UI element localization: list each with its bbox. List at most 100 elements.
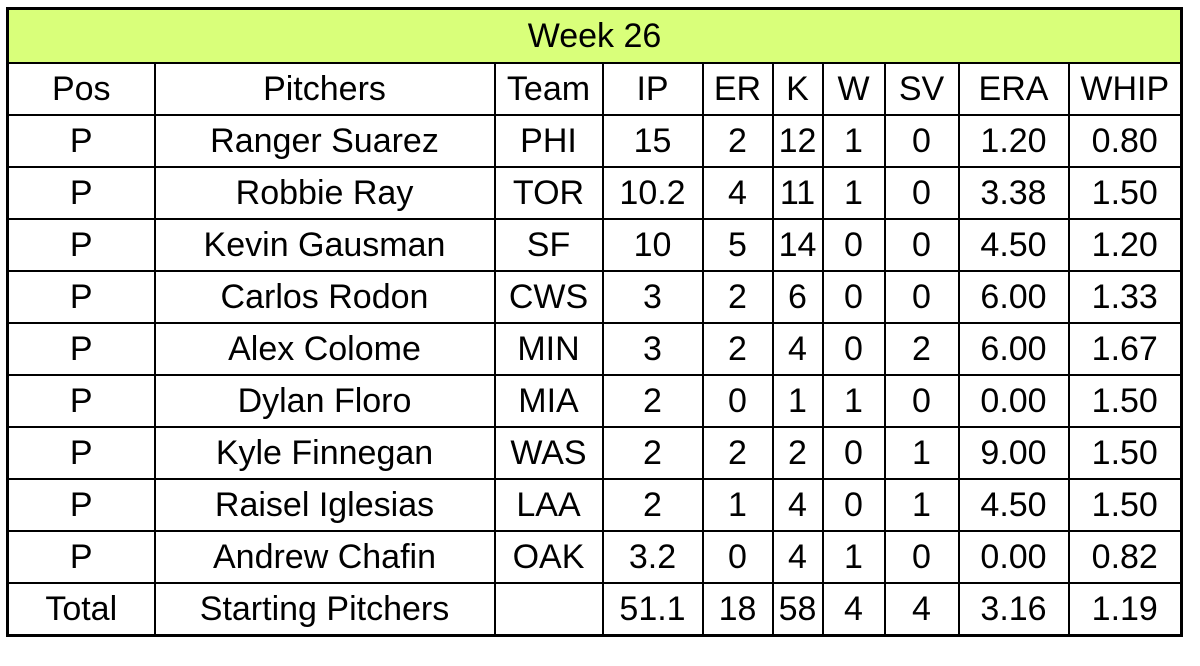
data-cell-pos: P <box>6 322 156 376</box>
data-cell-k: 4 <box>771 530 824 584</box>
data-cell-w: 0 <box>821 322 886 376</box>
data-cell-era: 4.50 <box>957 478 1070 532</box>
data-cell-k: 11 <box>771 166 824 220</box>
data-cell-w: 1 <box>821 166 886 220</box>
data-cell-team: TOR <box>493 166 604 220</box>
data-cell-er: 0 <box>701 530 774 584</box>
data-cell-sv: 0 <box>883 114 960 168</box>
data-cell-sv: 2 <box>883 322 960 376</box>
total-cell-ip: 51.1 <box>601 582 704 637</box>
data-cell-whip: 0.80 <box>1067 114 1183 168</box>
data-cell-whip: 1.50 <box>1067 426 1183 480</box>
data-cell-er: 2 <box>701 270 774 324</box>
data-cell-er: 4 <box>701 166 774 220</box>
data-cell-pos: P <box>6 426 156 480</box>
table-title: Week 26 <box>6 7 1183 64</box>
data-cell-era: 0.00 <box>957 374 1070 428</box>
table-row: P Raisel Iglesias LAA 2 1 4 0 1 4.50 1.50 <box>6 478 1183 532</box>
data-cell-whip: 0.82 <box>1067 530 1183 584</box>
data-cell-pos: P <box>6 530 156 584</box>
total-cell-whip: 1.19 <box>1067 582 1183 637</box>
header-cell-team: Team <box>493 62 604 116</box>
data-cell-era: 6.00 <box>957 270 1070 324</box>
data-cell-pos: P <box>6 374 156 428</box>
data-cell-ip: 2 <box>601 478 704 532</box>
data-cell-k: 4 <box>771 322 824 376</box>
data-cell-team: WAS <box>493 426 604 480</box>
title-row: Week 26 <box>6 7 1183 64</box>
data-cell-er: 2 <box>701 322 774 376</box>
data-cell-w: 0 <box>821 426 886 480</box>
total-cell-k: 58 <box>771 582 824 637</box>
data-cell-era: 0.00 <box>957 530 1070 584</box>
data-cell-w: 0 <box>821 218 886 272</box>
data-cell-team: MIA <box>493 374 604 428</box>
table-row: P Kyle Finnegan WAS 2 2 2 0 1 9.00 1.50 <box>6 426 1183 480</box>
table-row: P Andrew Chafin OAK 3.2 0 4 1 0 0.00 0.82 <box>6 530 1183 584</box>
data-cell-sv: 0 <box>883 530 960 584</box>
total-cell-era: 3.16 <box>957 582 1070 637</box>
data-cell-sv: 1 <box>883 426 960 480</box>
data-cell-era: 4.50 <box>957 218 1070 272</box>
data-cell-w: 1 <box>821 114 886 168</box>
data-cell-sv: 0 <box>883 270 960 324</box>
data-cell-w: 0 <box>821 478 886 532</box>
data-cell-team: PHI <box>493 114 604 168</box>
table-row: P Ranger Suarez PHI 15 2 12 1 0 1.20 0.80 <box>6 114 1183 168</box>
data-cell-ip: 3.2 <box>601 530 704 584</box>
data-cell-era: 3.38 <box>957 166 1070 220</box>
stats-table: Week 26 Pos Pitchers Team IP ER K W SV ERA WHIP P R… <box>6 7 1183 637</box>
data-cell-pitcher: Alex Colome <box>153 322 496 376</box>
total-row: Total Starting Pitchers 51.1 18 58 4 4 3.16 1.19 <box>6 582 1183 637</box>
data-cell-ip: 2 <box>601 374 704 428</box>
header-cell-sv: SV <box>883 62 960 116</box>
total-cell-pos: Total <box>6 582 156 637</box>
data-cell-ip: 3 <box>601 270 704 324</box>
header-cell-era: ERA <box>957 62 1070 116</box>
data-cell-pos: P <box>6 166 156 220</box>
data-cell-ip: 2 <box>601 426 704 480</box>
data-cell-k: 6 <box>771 270 824 324</box>
data-cell-pitcher: Raisel Iglesias <box>153 478 496 532</box>
data-cell-w: 1 <box>821 374 886 428</box>
data-cell-er: 5 <box>701 218 774 272</box>
header-cell-w: W <box>821 62 886 116</box>
header-cell-pitcher: Pitchers <box>153 62 496 116</box>
data-cell-era: 1.20 <box>957 114 1070 168</box>
data-cell-era: 9.00 <box>957 426 1070 480</box>
table-row: P Carlos Rodon CWS 3 2 6 0 0 6.00 1.33 <box>6 270 1183 324</box>
header-cell-er: ER <box>701 62 774 116</box>
data-cell-team: CWS <box>493 270 604 324</box>
data-cell-team: LAA <box>493 478 604 532</box>
header-cell-pos: Pos <box>6 62 156 116</box>
data-cell-whip: 1.67 <box>1067 322 1183 376</box>
data-cell-team: MIN <box>493 322 604 376</box>
table-row: P Robbie Ray TOR 10.2 4 11 1 0 3.38 1.50 <box>6 166 1183 220</box>
table-row: P Kevin Gausman SF 10 5 14 0 0 4.50 1.20 <box>6 218 1183 272</box>
total-cell-pitcher: Starting Pitchers <box>153 582 496 637</box>
data-cell-er: 2 <box>701 114 774 168</box>
data-cell-pos: P <box>6 114 156 168</box>
data-cell-pitcher: Robbie Ray <box>153 166 496 220</box>
data-cell-whip: 1.33 <box>1067 270 1183 324</box>
table-row: P Dylan Floro MIA 2 0 1 1 0 0.00 1.50 <box>6 374 1183 428</box>
data-cell-pitcher: Kyle Finnegan <box>153 426 496 480</box>
data-cell-team: SF <box>493 218 604 272</box>
header-cell-ip: IP <box>601 62 704 116</box>
data-cell-sv: 0 <box>883 374 960 428</box>
data-cell-k: 12 <box>771 114 824 168</box>
data-cell-k: 1 <box>771 374 824 428</box>
data-cell-pitcher: Ranger Suarez <box>153 114 496 168</box>
data-cell-pos: P <box>6 270 156 324</box>
data-cell-k: 14 <box>771 218 824 272</box>
data-cell-k: 2 <box>771 426 824 480</box>
header-cell-whip: WHIP <box>1067 62 1183 116</box>
data-cell-whip: 1.50 <box>1067 374 1183 428</box>
total-cell-sv: 4 <box>883 582 960 637</box>
total-cell-team <box>493 582 604 637</box>
data-cell-whip: 1.20 <box>1067 218 1183 272</box>
data-cell-era: 6.00 <box>957 322 1070 376</box>
data-cell-er: 1 <box>701 478 774 532</box>
data-cell-ip: 3 <box>601 322 704 376</box>
data-cell-w: 0 <box>821 270 886 324</box>
